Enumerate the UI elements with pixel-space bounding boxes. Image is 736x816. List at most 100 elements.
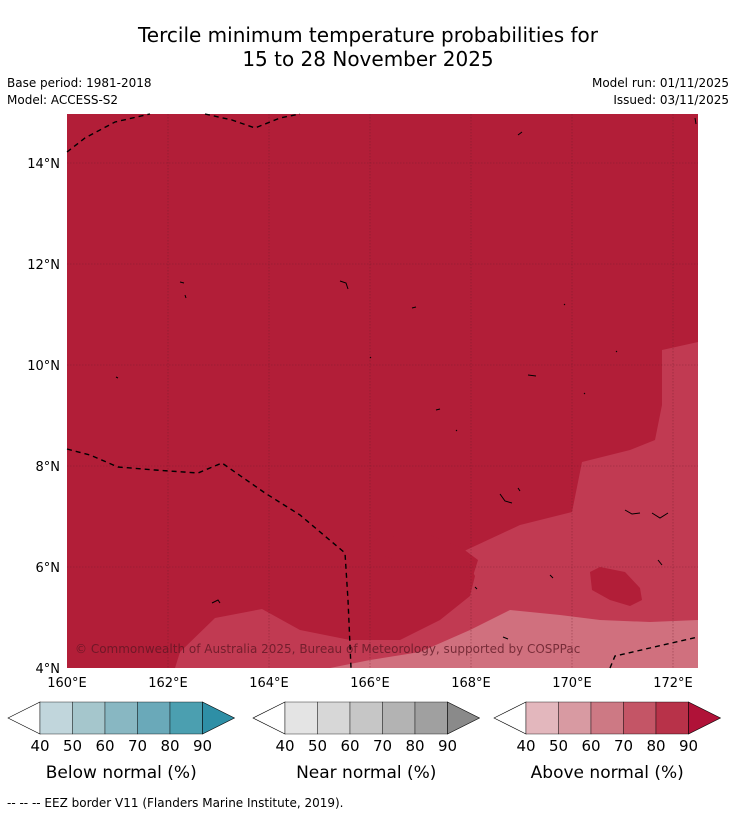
- colorbar-label: Above normal (%): [531, 763, 684, 783]
- copyright-text: © Commonwealth of Australia 2025, Bureau…: [75, 642, 580, 656]
- island: [651, 512, 669, 519]
- colorbar-tick-label: 60: [95, 737, 114, 755]
- island: [411, 306, 417, 309]
- island: [502, 636, 509, 640]
- colorbar-segment: [525, 701, 559, 735]
- island: [115, 376, 119, 379]
- lon-label: 170°E: [552, 676, 592, 691]
- eez-legend-note: -- -- -- EEZ border V11 (Flanders Marine…: [7, 796, 344, 810]
- colorbar-over-triangle: [688, 701, 722, 735]
- map-title-line2: 15 to 28 November 2025: [242, 47, 494, 71]
- eez-border-north: [66, 113, 151, 153]
- region-above-90-patch: [590, 567, 642, 606]
- island: [517, 487, 521, 492]
- eez-border-north2: [204, 113, 301, 129]
- colorbar-2: 40 50 60 70 80 90 Above normal (%): [493, 701, 722, 783]
- gridlines: [67, 114, 698, 668]
- model-run: Model run: 01/11/2025: [591, 76, 729, 90]
- issued-date: Issued: 03/11/2025: [613, 93, 729, 107]
- lat-axis: 14°N 12°N 10°N 8°N 6°N 4°N: [27, 157, 60, 677]
- island: [563, 303, 566, 306]
- colorbar-segment: [382, 701, 416, 735]
- colorbar-tick-label: 70: [128, 737, 147, 755]
- map-title-line1: Tercile minimum temperature probabilitie…: [137, 23, 599, 47]
- colorbar-label: Near normal (%): [296, 763, 436, 783]
- island: [455, 429, 458, 432]
- lon-axis: 160°E 162°E 164°E 166°E 168°E 170°E 172°…: [47, 676, 693, 691]
- region-above-90-island: [368, 535, 478, 582]
- island: [624, 509, 641, 515]
- colorbar-0: 40 50 60 70 80 90 Below normal (%): [7, 701, 236, 783]
- lat-label: 10°N: [27, 359, 60, 374]
- colorbar-segment: [104, 701, 138, 735]
- lon-label: 166°E: [350, 676, 390, 691]
- lon-label: 164°E: [249, 676, 289, 691]
- base-period: Base period: 1981-2018: [7, 76, 152, 90]
- colorbar-tick-label: 40: [516, 737, 535, 755]
- island: [694, 117, 697, 125]
- colorbar-tick-label: 80: [646, 737, 665, 755]
- island: [474, 586, 478, 590]
- colorbar-segment: [39, 701, 73, 735]
- colorbar-tick-label: 60: [581, 737, 600, 755]
- island: [657, 559, 663, 566]
- island: [549, 574, 554, 579]
- colorbar-over-triangle: [447, 701, 481, 735]
- colorbar-under-triangle: [7, 701, 41, 735]
- colorbar-segment: [169, 701, 203, 735]
- colorbar-tick-label: 50: [63, 737, 82, 755]
- colorbar-segment: [623, 701, 657, 735]
- colorbar-tick-label: 80: [160, 737, 179, 755]
- colorbar-tick-label: 40: [30, 737, 49, 755]
- eez-border-southeast: [609, 636, 699, 669]
- colorbar-tick-label: 50: [308, 737, 327, 755]
- island: [369, 356, 372, 359]
- colorbar-segment: [655, 701, 689, 735]
- colorbar-tick-label: 40: [275, 737, 294, 755]
- colorbar-segment: [558, 701, 592, 735]
- lon-label: 160°E: [47, 676, 87, 691]
- islands: [115, 117, 697, 640]
- model-name: Model: ACCESS-S2: [7, 93, 119, 107]
- lat-label: 4°N: [36, 662, 61, 677]
- island: [527, 374, 537, 377]
- colorbar-tick-label: 60: [340, 737, 359, 755]
- colorbar-segment: [414, 701, 448, 735]
- colorbar-under-triangle: [493, 701, 527, 735]
- island: [435, 408, 441, 411]
- island: [339, 280, 349, 290]
- lon-label: 172°E: [653, 676, 693, 691]
- colorbar-tick-label: 70: [373, 737, 392, 755]
- colorbar-tick-label: 70: [614, 737, 633, 755]
- lat-label: 12°N: [27, 258, 60, 273]
- region-above-70: [330, 610, 698, 668]
- colorbar-segment: [284, 701, 318, 735]
- eez-borders: [66, 113, 699, 669]
- colorbar-over-triangle: [202, 701, 236, 735]
- colorbar-tick-label: 80: [405, 737, 424, 755]
- eez-border-west: [66, 448, 352, 669]
- colorbar-segment: [72, 701, 106, 735]
- region-above-80: [175, 342, 698, 668]
- island: [583, 392, 586, 395]
- island: [211, 599, 221, 604]
- island: [517, 131, 523, 136]
- island: [615, 350, 618, 353]
- colorbar-segment: [317, 701, 351, 735]
- colorbar-under-triangle: [252, 701, 286, 735]
- map-area: © Commonwealth of Australia 2025, Bureau…: [66, 113, 699, 669]
- lon-label: 168°E: [451, 676, 491, 691]
- colorbar-tick-label: 90: [679, 737, 698, 755]
- colorbar-tick-label: 50: [549, 737, 568, 755]
- island: [184, 294, 187, 299]
- colorbar-tick-label: 90: [438, 737, 457, 755]
- island: [499, 493, 513, 504]
- colorbar-segment: [590, 701, 624, 735]
- colorbar-tick-label: 90: [193, 737, 212, 755]
- colorbar-segment: [137, 701, 171, 735]
- colorbar-segment: [349, 701, 383, 735]
- lat-label: 6°N: [36, 561, 61, 576]
- island: [179, 281, 185, 284]
